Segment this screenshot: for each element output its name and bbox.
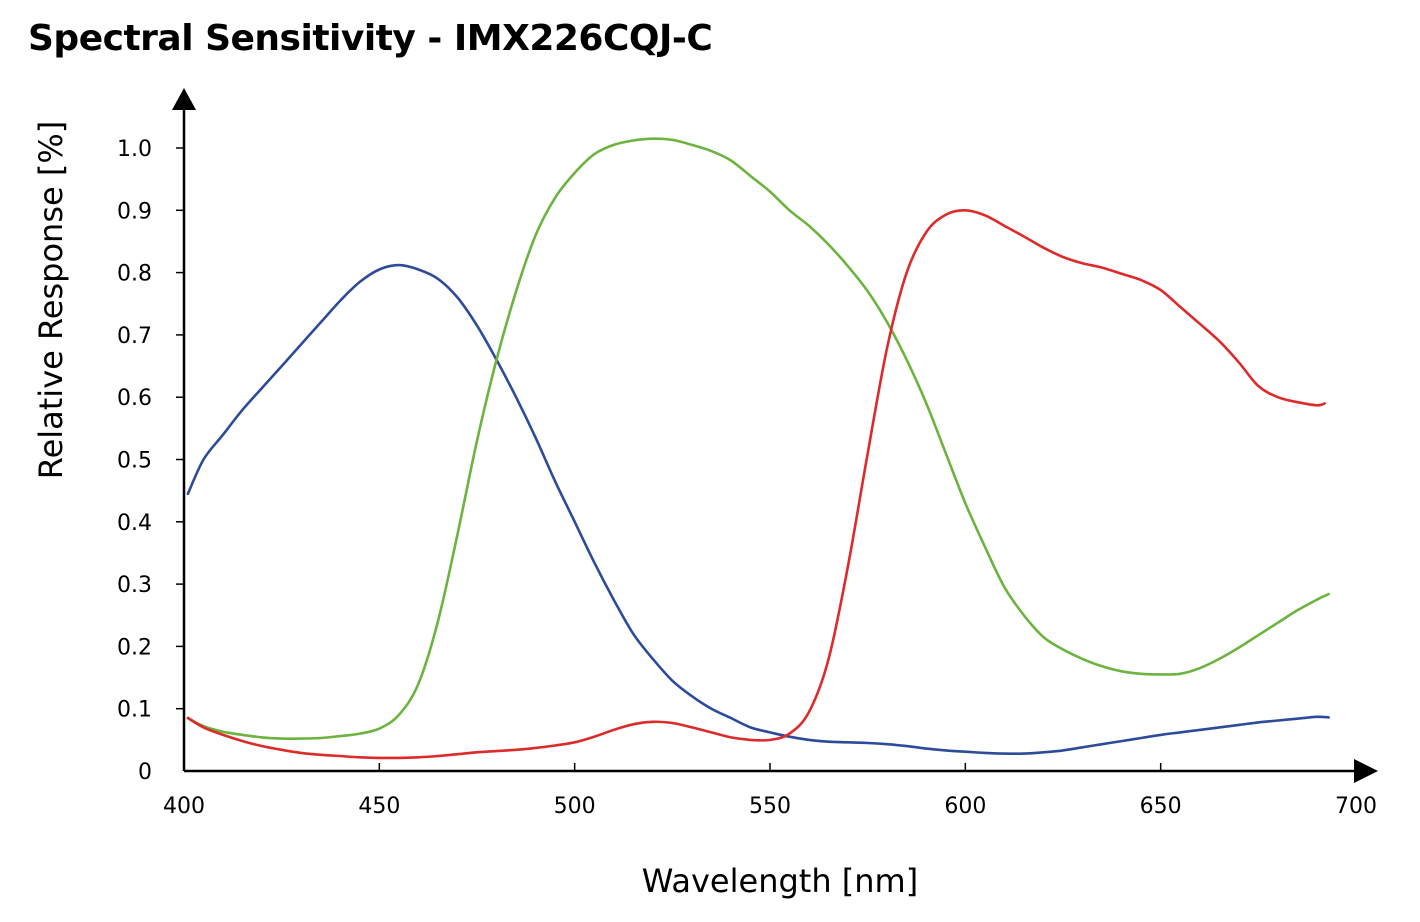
y-tick-label: 0.8 — [117, 262, 152, 287]
axes — [172, 88, 1378, 783]
x-tick-label: 500 — [554, 794, 596, 819]
y-tick-label: 0.5 — [117, 449, 152, 474]
x-tick-label: 400 — [163, 794, 205, 819]
series-line-3 — [186, 208, 1326, 760]
x-tick-label: 600 — [944, 794, 986, 819]
x-tick-label: 450 — [358, 794, 400, 819]
y-tick-label: 0.4 — [117, 511, 152, 536]
y-tick-label: 0.7 — [117, 324, 152, 349]
y-tick-label: 0.3 — [117, 573, 152, 598]
chart-title: Spectral Sensitivity - IMX226CQJ-C — [28, 18, 713, 59]
x-tick-label: 550 — [749, 794, 791, 819]
series-line-1 — [186, 263, 1330, 756]
y-tick-label: 0.2 — [117, 635, 152, 660]
x-axis-arrow-icon — [1354, 759, 1378, 783]
y-axis-label: Relative Response [%] — [32, 121, 70, 479]
x-tick-label: 650 — [1140, 794, 1182, 819]
series-layer — [186, 137, 1330, 760]
y-tick-label: 1.0 — [117, 137, 152, 162]
y-axis-arrow-icon — [172, 88, 196, 110]
y-tick-label: 0.9 — [117, 199, 152, 224]
y-tick-label: 0 — [138, 760, 152, 785]
y-tick-label: 0.6 — [117, 386, 152, 411]
y-tick-label: 0.1 — [117, 698, 152, 723]
x-axis-label: Wavelength [nm] — [642, 862, 918, 900]
series-line-2 — [186, 137, 1330, 741]
x-tick-label: 700 — [1335, 794, 1377, 819]
ticks: 0 0.1 0.2 0.3 0.4 0.5 0.6 0.7 0.8 0.9 1.0 400 450 500… — [117, 137, 1377, 819]
